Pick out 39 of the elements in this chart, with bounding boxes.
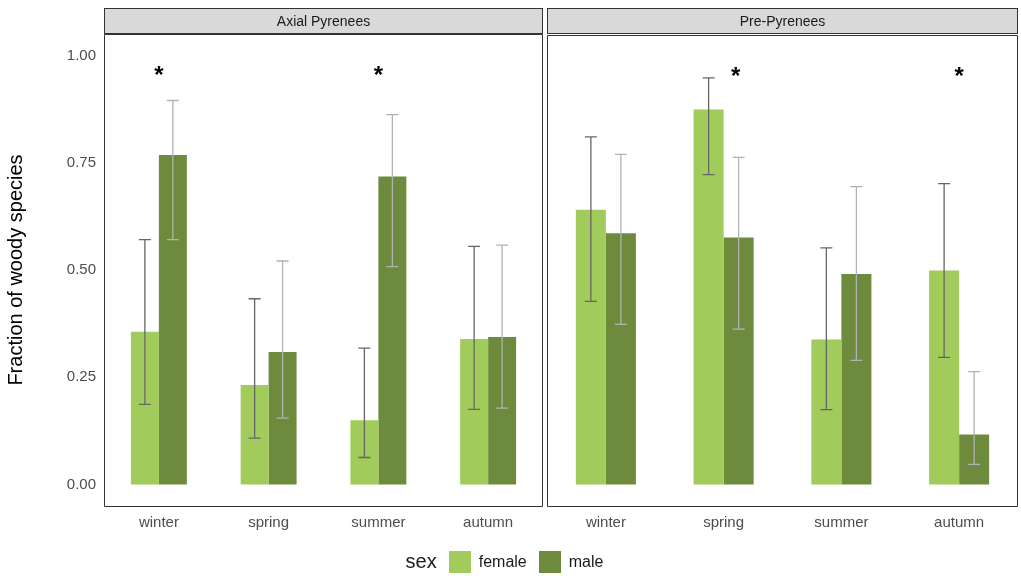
bar (929, 270, 960, 485)
legend-label: male (568, 552, 604, 571)
x-tick-label: autumn (934, 513, 985, 531)
x-tick-label: spring (248, 513, 290, 531)
bar (841, 273, 872, 485)
y-tick-label: 0.75 (66, 152, 96, 170)
bar (811, 339, 842, 485)
bar (460, 339, 489, 485)
bar (605, 233, 636, 485)
y-tick-label: 0.00 (66, 474, 96, 492)
annotation: * (154, 60, 165, 88)
bar (575, 209, 606, 485)
y-tick-label: 0.50 (66, 260, 96, 278)
annotation: * (373, 60, 384, 88)
x-tick-label: winter (584, 513, 626, 531)
bar (350, 420, 379, 485)
bar (378, 176, 407, 485)
x-tick-label: spring (703, 513, 745, 531)
annotation: * (954, 61, 965, 89)
bar (158, 155, 187, 485)
legend-label: female (478, 552, 527, 571)
bar (268, 351, 297, 485)
y-tick-label: 0.25 (66, 367, 96, 385)
bar (130, 331, 159, 485)
chart-title: Pre-Pyrenees (547, 8, 1018, 34)
x-tick-label: summer (814, 513, 869, 531)
chart-title: Axial Pyrenees (104, 8, 543, 34)
x-tick-label: autumn (463, 513, 514, 531)
bar (240, 385, 269, 485)
bar (693, 109, 724, 485)
bar (959, 434, 990, 485)
y-axis-title: Fraction of woody species (3, 154, 26, 386)
bar (488, 336, 517, 485)
bar (723, 237, 754, 485)
legend-title: sex (405, 550, 437, 573)
y-tick-label: 1.00 (66, 45, 96, 63)
annotation: * (730, 61, 741, 89)
x-tick-label: winter (137, 513, 179, 531)
x-tick-label: summer (351, 513, 406, 531)
